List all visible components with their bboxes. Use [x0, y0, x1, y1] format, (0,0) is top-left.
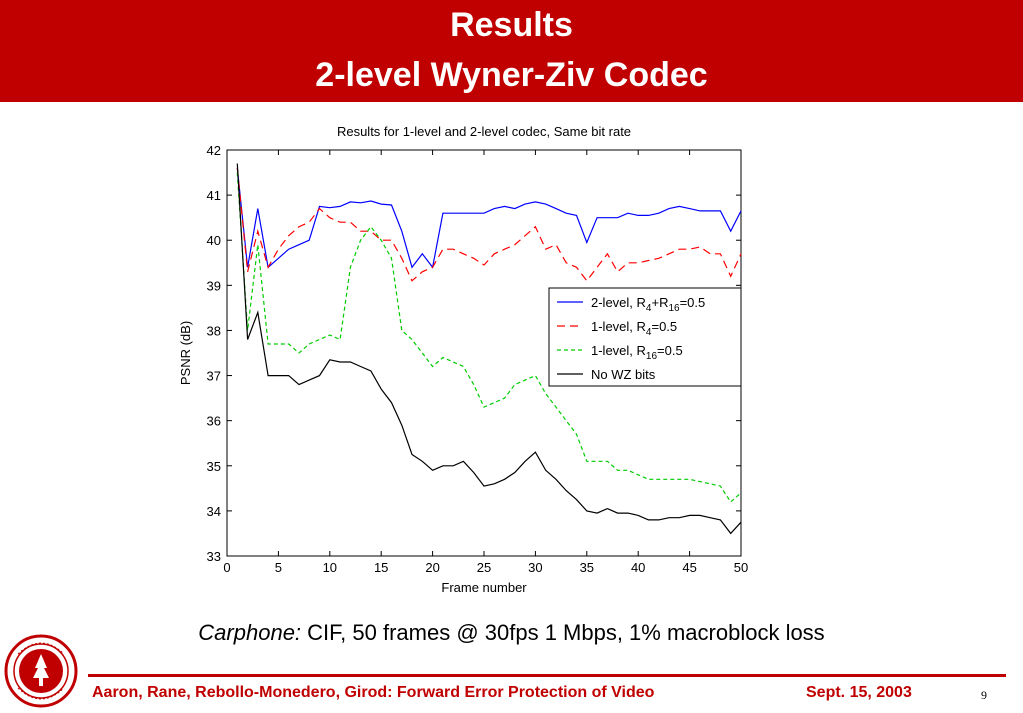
legend-subscript: 16 [646, 351, 658, 362]
title-banner: Results 2-level Wyner-Ziv Codec [0, 0, 1023, 102]
series-line-2 [236, 167, 742, 282]
legend-box [548, 287, 742, 387]
x-tick-label: 30 [528, 560, 542, 575]
y-axis-label: PSNR (dB) [178, 321, 193, 385]
university-seal-icon [4, 634, 78, 708]
y-tick-label: 35 [207, 459, 221, 474]
footer-authors: Aaron, Rane, Rebollo-Monedero, Girod: Fo… [92, 684, 655, 701]
legend-subscript: 4 [646, 327, 652, 338]
legend-label-3: 1-level, R16=0.5 [591, 343, 683, 362]
series-line-1 [236, 167, 742, 269]
x-tick-label: 15 [374, 560, 388, 575]
legend-label-2: 1-level, R4=0.5 [591, 319, 677, 338]
series-line-4 [236, 163, 742, 535]
slide-title: Results [450, 6, 573, 44]
legend-text: 1-level, R [591, 343, 646, 358]
legend-text: 1-level, R [591, 319, 646, 334]
legend-text: =0.5 [680, 295, 706, 310]
caption-details: CIF, 50 frames @ 30fps 1 Mbps, 1% macrob… [301, 620, 825, 645]
chart-svg: Results for 1-level and 2-level codec, S… [178, 124, 748, 595]
footer-divider [88, 674, 1006, 677]
chart-title: Results for 1-level and 2-level codec, S… [337, 124, 631, 139]
y-tick-label: 36 [207, 414, 221, 429]
legend-text: 2-level, R [591, 295, 646, 310]
y-tick-label: 34 [207, 504, 221, 519]
legend-text: =0.5 [651, 319, 677, 334]
slide-caption: Carphone: CIF, 50 frames @ 30fps 1 Mbps,… [0, 620, 1023, 646]
slide-subtitle: 2-level Wyner-Ziv Codec [315, 56, 708, 94]
x-tick-label: 0 [223, 560, 230, 575]
legend-subscript: 16 [668, 303, 680, 314]
footer-date: Sept. 15, 2003 [806, 684, 912, 701]
y-tick-label: 37 [207, 369, 221, 384]
x-tick-label: 35 [580, 560, 594, 575]
legend-text: =0.5 [657, 343, 683, 358]
legend-text: No WZ bits [591, 367, 656, 382]
y-tick-label: 42 [207, 143, 221, 158]
x-tick-label: 25 [477, 560, 491, 575]
x-tick-label: 45 [682, 560, 696, 575]
series-line-3 [236, 172, 742, 503]
page-number: 9 [981, 688, 987, 702]
x-tick-label: 20 [425, 560, 439, 575]
y-tick-label: 33 [207, 549, 221, 564]
legend-label-4: No WZ bits [591, 367, 656, 382]
x-tick-label: 40 [631, 560, 645, 575]
psnr-chart: Results for 1-level and 2-level codec, S… [176, 116, 760, 598]
y-tick-label: 40 [207, 233, 221, 248]
legend-label-1: 2-level, R4+R16=0.5 [591, 295, 705, 314]
x-tick-label: 10 [323, 560, 337, 575]
y-tick-label: 41 [207, 188, 221, 203]
x-axis-label: Frame number [441, 580, 527, 595]
y-tick-label: 39 [207, 278, 221, 293]
x-tick-label: 50 [734, 560, 748, 575]
caption-sequence-name: Carphone: [198, 620, 302, 645]
legend-subscript: 4 [646, 303, 652, 314]
y-tick-label: 38 [207, 323, 221, 338]
x-tick-label: 5 [275, 560, 282, 575]
legend-text: +R [651, 295, 668, 310]
